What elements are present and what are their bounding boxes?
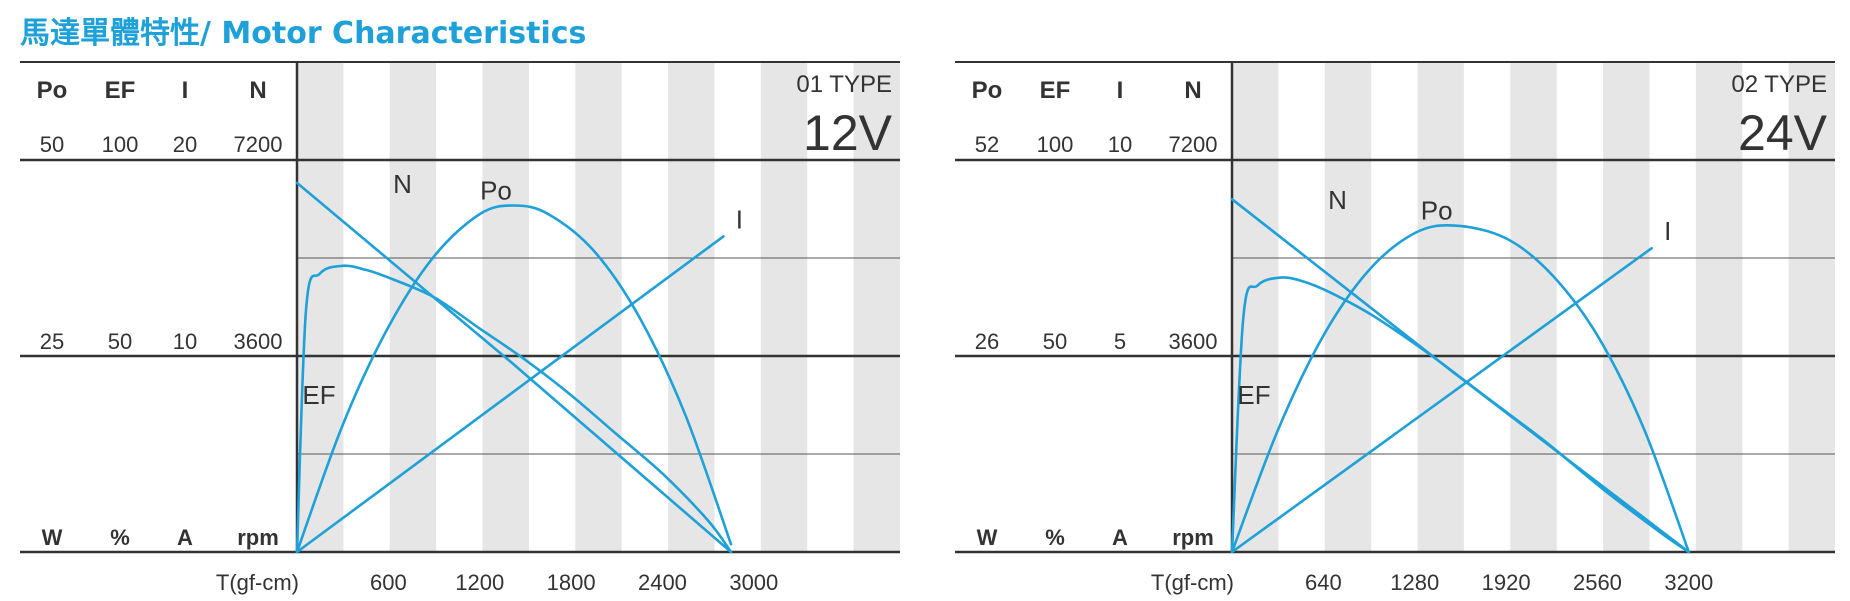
stripe — [853, 62, 900, 552]
stripe — [1232, 62, 1279, 552]
x-tick-label: 1920 — [1482, 570, 1531, 595]
label-po: Po — [480, 175, 512, 205]
axis-mid-label: 3600 — [234, 329, 283, 354]
x-ticks: T(gf-cm) 640 1280 1920 2560 3200 — [1151, 570, 1713, 595]
x-tick-label: 1280 — [1390, 570, 1439, 595]
stripe — [575, 62, 622, 552]
axis-unit: rpm — [1172, 525, 1214, 550]
axis-max-label: 20 — [173, 132, 197, 157]
axis-name: EF — [1040, 77, 1071, 104]
axis-unit: rpm — [237, 525, 279, 550]
axis-unit: % — [1045, 525, 1065, 550]
curve-labels: N Po I EF — [1237, 185, 1671, 410]
axis-panel: Po 50 25 W EF 100 50% I 20 10 A N 7200 3600 rpm — [37, 77, 283, 550]
background-stripes — [1232, 62, 1835, 552]
series-i-curve — [295, 235, 725, 554]
label-n: N — [393, 169, 412, 199]
series-ef-curve — [1230, 276, 1691, 554]
axis-name: I — [1117, 77, 1124, 104]
axis-unit: A — [177, 525, 193, 550]
curve-labels: N Po I EF — [302, 169, 743, 410]
stripe — [482, 62, 529, 552]
stripe — [1324, 62, 1372, 552]
x-tick-label: 1800 — [547, 570, 596, 595]
motor-chart-02: Po 52 26 W EF 100 50% I 10 5 A N 7200 3600 rpm 02 TYPE 2… — [935, 0, 1850, 601]
axis-panel: Po 52 26 W EF 100 50% I 10 5 A N 7200 3600 rpm — [972, 77, 1218, 550]
x-tick-label: 2400 — [638, 570, 687, 595]
axis-unit: % — [110, 525, 130, 550]
motor-chart-01: Po 50 25 W EF 100 50% I 20 10 A N 7200 3600 rpm 01 TYPE… — [0, 0, 915, 601]
axis-max-label: 50 — [40, 132, 64, 157]
series-n-curve — [295, 181, 733, 554]
axis-name: Po — [37, 77, 68, 104]
x-tick-label: 640 — [1305, 570, 1342, 595]
axis-mid-label: 3600 — [1169, 329, 1218, 354]
axis-name: I — [182, 77, 189, 104]
label-po: Po — [1421, 196, 1453, 226]
type-label: 02 TYPE — [1731, 71, 1827, 98]
voltage-label: 24V — [1738, 105, 1828, 161]
chart-svg: Po 52 26 W EF 100 50% I 10 5 A N 7200 3600 rpm 02 TYPE 2… — [955, 61, 1835, 595]
axis-max-label: 7200 — [1169, 132, 1218, 157]
axis-name: EF — [105, 77, 136, 104]
stripe — [1417, 62, 1464, 552]
series-curves — [295, 181, 733, 554]
stripe — [1603, 62, 1650, 552]
axis-mid-label: 10 — [173, 329, 197, 354]
axis-mid-label: 5 — [1114, 329, 1126, 354]
stripe — [760, 62, 808, 552]
stripe — [297, 62, 344, 552]
series-po-curve — [295, 204, 733, 554]
x-tick-label: 1200 — [455, 570, 504, 595]
stripe — [1695, 62, 1743, 552]
label-i: I — [1664, 216, 1671, 246]
axis-max-label: 10 — [1108, 132, 1132, 157]
axis-unit: W — [977, 525, 998, 550]
voltage-label: 12V — [803, 105, 893, 161]
axis-name: Po — [972, 77, 1003, 104]
x-axis-label: T(gf-cm) — [216, 570, 299, 595]
x-tick-label: 3000 — [729, 570, 778, 595]
axis-mid-label: 50 — [108, 329, 132, 354]
stripe — [1510, 62, 1557, 552]
stripe — [389, 62, 437, 552]
x-tick-label: 3200 — [1664, 570, 1713, 595]
axis-name: N — [249, 77, 266, 104]
x-tick-label: 2560 — [1573, 570, 1622, 595]
axis-name: N — [1184, 77, 1201, 104]
background-stripes — [297, 62, 900, 552]
axis-max-label: 52 — [975, 132, 999, 157]
axis-max-label: 100 — [1037, 132, 1074, 157]
page-title: 馬達單體特性/ Motor Characteristics — [20, 16, 587, 51]
series-curves — [1230, 197, 1691, 554]
axis-mid-label: 26 — [975, 329, 999, 354]
x-axis-label: T(gf-cm) — [1151, 570, 1234, 595]
axis-unit: A — [1112, 525, 1128, 550]
axis-unit: W — [42, 525, 63, 550]
label-n: N — [1328, 185, 1347, 215]
axis-max-label: 100 — [102, 132, 139, 157]
axis-mid-label: 50 — [1043, 329, 1067, 354]
x-tick-label: 600 — [370, 570, 407, 595]
label-i: I — [736, 204, 743, 234]
grid-lines — [20, 61, 900, 554]
series-ef-curve — [295, 264, 733, 554]
stripe — [1788, 62, 1835, 552]
label-ef: EF — [302, 380, 335, 410]
series-po-curve — [1230, 224, 1691, 554]
x-ticks: T(gf-cm) 600 1200 1800 2400 3000 — [216, 570, 778, 595]
axis-mid-label: 25 — [40, 329, 64, 354]
series-i-curve — [1230, 246, 1653, 554]
type-label: 01 TYPE — [796, 71, 892, 98]
chart-svg: Po 50 25 W EF 100 50% I 20 10 A N 7200 3600 rpm 01 TYPE… — [20, 61, 900, 595]
axis-max-label: 7200 — [234, 132, 283, 157]
label-ef: EF — [1237, 380, 1270, 410]
